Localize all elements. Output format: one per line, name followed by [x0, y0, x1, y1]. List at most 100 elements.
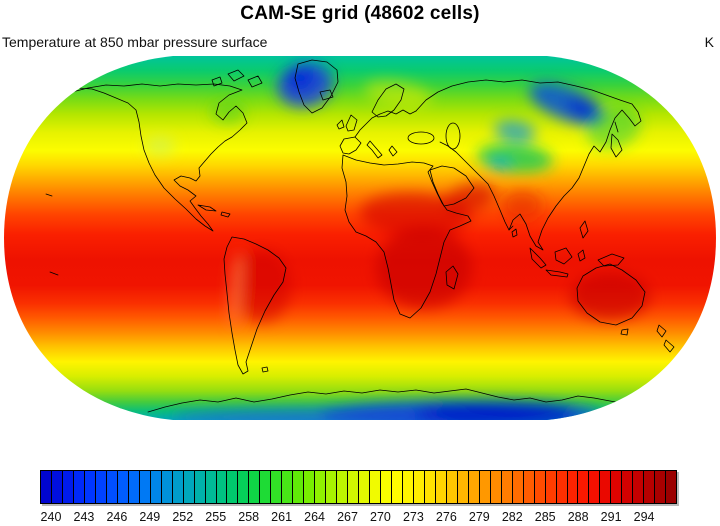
coastline-sumatra-java	[529, 247, 569, 278]
tibet-cold-core	[488, 158, 512, 170]
colorbar-cell	[348, 471, 360, 503]
colorbar-cell	[392, 471, 403, 503]
colorbar-cell	[106, 471, 118, 503]
andes-warm-streak	[229, 252, 243, 328]
colorbar-cell	[117, 471, 129, 503]
coastline-iberia	[339, 136, 362, 155]
colorbar-cell	[128, 471, 140, 503]
colorbar-tick: 270	[370, 510, 391, 524]
coastline-antarctica	[147, 388, 655, 413]
india-hot	[502, 190, 542, 220]
south-america-hot	[233, 250, 291, 322]
colorbar-cell	[468, 471, 480, 503]
colorbar-tick: 285	[534, 510, 556, 524]
colorbar-cell	[589, 471, 601, 503]
north-atlantic-warm	[364, 79, 432, 109]
coastline-tasmania	[620, 328, 629, 336]
us-southwest-cool	[145, 136, 175, 156]
coastline-india-tip	[508, 225, 518, 238]
colorbar-cell	[381, 471, 392, 503]
colorbar-cell	[326, 471, 338, 503]
colorbar-tick: 258	[238, 510, 260, 524]
colorbar-cell	[227, 471, 239, 503]
coastline-greenland	[294, 59, 339, 114]
colorbar-cell	[578, 471, 590, 503]
colorbar-cell	[282, 471, 294, 503]
coastline-africa	[341, 154, 472, 319]
coastline-arctic-islands	[211, 69, 263, 88]
colorbar-cell	[666, 471, 677, 503]
coastline-japan	[610, 121, 623, 158]
colorbar-cell	[249, 471, 261, 503]
coastline-borneo	[554, 247, 573, 265]
coastline-iceland	[319, 89, 334, 101]
colorbar-cell	[501, 471, 513, 503]
coastline-new-guinea	[597, 253, 625, 267]
colorbar-cell	[62, 471, 74, 503]
colorbar-cell	[84, 471, 96, 503]
colorbar-cell	[41, 471, 52, 503]
colorbar-cell	[457, 471, 469, 503]
colorbar-cell	[216, 471, 228, 503]
coastline-arabia	[429, 165, 475, 207]
colorbar-cell	[567, 471, 579, 503]
colorbar-tick: 279	[468, 510, 490, 524]
colorbar-tick: 273	[402, 510, 424, 524]
colorbar-tick: 294	[633, 510, 655, 524]
coastlines	[37, 59, 675, 413]
colorbar-cell	[73, 471, 85, 503]
colorbar-tick: 240	[40, 510, 62, 524]
colorbar-cell	[150, 471, 162, 503]
colorbar-cell	[446, 471, 458, 503]
greenland-cold-core	[287, 67, 315, 91]
central-africa-hot	[376, 228, 472, 308]
colorbar-tick: 252	[172, 510, 194, 524]
colorbar-cell	[172, 471, 184, 503]
colorbar-cell	[238, 471, 250, 503]
coastline-uk	[336, 114, 358, 132]
okhotsk-cool	[586, 106, 642, 150]
colorbar-cell	[655, 471, 667, 503]
coastline-europe	[354, 109, 417, 138]
coastline-black-sea	[407, 131, 435, 145]
colorbar	[40, 470, 677, 504]
colorbar-cell	[337, 471, 349, 503]
antarctica-cold-core	[415, 403, 575, 420]
colorbar-cell	[512, 471, 524, 503]
coastline-caribbean	[197, 204, 231, 218]
colorbar-cell	[304, 471, 316, 503]
colorbar-cell	[622, 471, 634, 503]
colorbar-cell	[271, 471, 283, 503]
colorbar-tick: 246	[106, 510, 128, 524]
colorbar-tick: 249	[139, 510, 161, 524]
colorbar-tick: 291	[600, 510, 622, 524]
coastline-madagascar	[445, 265, 459, 290]
central-asia-cold	[494, 120, 536, 142]
colorbar-cell	[633, 471, 645, 503]
coastline-north-america	[57, 83, 248, 232]
colorbar-cell	[370, 471, 382, 503]
colorbar-cell	[556, 471, 568, 503]
colorbar-cell	[402, 471, 414, 503]
coastline-south-america	[223, 236, 287, 375]
colorbar-tick: 288	[567, 510, 589, 524]
colorbar-cell	[479, 471, 491, 503]
colorbar-cell	[315, 471, 327, 503]
colorbar-tick: 243	[73, 510, 95, 524]
colorbar-cell	[139, 471, 151, 503]
colorbar-cell	[424, 471, 436, 503]
colorbar-cell	[611, 471, 623, 503]
coastline-philippines	[579, 220, 589, 239]
colorbar-tick: 264	[304, 510, 325, 524]
colorbar-cell	[359, 471, 371, 503]
coastline-australia	[576, 263, 646, 326]
colorbar-cell	[644, 471, 656, 503]
colorbar-tick: 267	[337, 510, 358, 524]
colorbar-tick: 276	[435, 510, 457, 524]
colorbar-cell	[600, 471, 612, 503]
arabia-hot	[444, 182, 496, 214]
colorbar-cell	[95, 471, 107, 503]
hudson-cool	[210, 100, 246, 124]
